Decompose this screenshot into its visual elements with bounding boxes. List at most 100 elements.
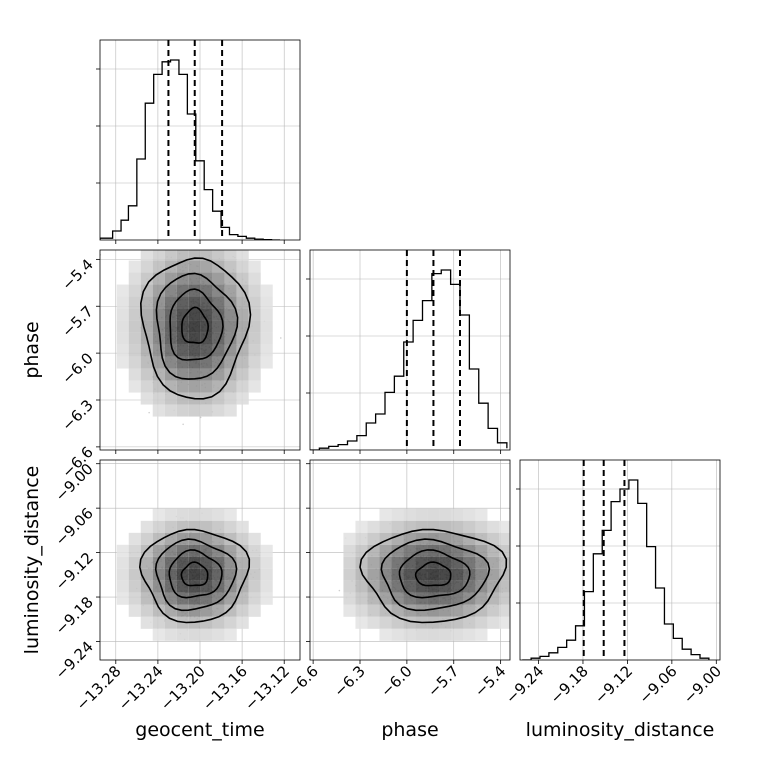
density-cell (128, 308, 141, 321)
density-cell (140, 616, 153, 629)
density-cell (403, 544, 416, 557)
panel-frame-diag-luminosity_distance (519, 459, 721, 661)
density-cell (236, 356, 249, 369)
density-cell (499, 592, 510, 605)
density-cell (391, 544, 404, 557)
density-cell (475, 508, 488, 521)
density-cell (248, 296, 261, 309)
density-cell (260, 296, 273, 309)
density-cell (213, 237, 225, 249)
density-cell (427, 628, 440, 641)
density-cell (343, 568, 356, 581)
density-cell (451, 520, 464, 533)
panel-frame-diag-geocent_time (99, 39, 301, 241)
density-cell (152, 344, 165, 357)
panel-frame-diag-phase (309, 249, 511, 451)
density-cell (224, 380, 237, 393)
density-cell (152, 508, 165, 521)
x-tick-label: −13.28 (73, 662, 125, 714)
panels-layer: −9.24 −9.18 −9.12 −9.06 −9.00−6.6−6.3−6.0−5.… (52, 39, 725, 714)
density-cell (451, 604, 464, 617)
density-cell (355, 616, 368, 629)
sample-point (522, 598, 524, 600)
density-cell (224, 392, 237, 405)
density-cell (248, 592, 261, 605)
density-cell (212, 520, 225, 533)
density-cell (212, 308, 225, 321)
density-cell (355, 592, 368, 605)
density-cell (487, 544, 500, 557)
density-cell (200, 320, 213, 333)
density-cell (200, 260, 213, 273)
density-cell (152, 250, 165, 261)
density-cell (367, 544, 380, 557)
density-cell (248, 532, 261, 545)
density-cell (248, 556, 261, 569)
density-cell (260, 344, 273, 357)
density-cell (128, 284, 141, 297)
density-cell (116, 344, 129, 357)
density-cell (427, 568, 440, 581)
density-cell (176, 380, 189, 393)
y-tick-label: −6.3 (58, 396, 96, 434)
density-cell (128, 532, 141, 545)
density-cell (212, 628, 225, 641)
x-tick-label: −9.18 (547, 662, 592, 707)
density-cell (188, 284, 201, 297)
density-cell (188, 532, 201, 545)
density-cell (355, 532, 368, 545)
density-cell (140, 556, 153, 569)
density-cell (200, 520, 213, 533)
density-cell (200, 404, 213, 417)
sample-point (513, 601, 515, 603)
density-cell (248, 284, 261, 297)
density-cell (343, 592, 356, 605)
density-cell (164, 250, 177, 261)
density-cell (188, 508, 201, 521)
density-cell (212, 568, 225, 581)
x-tick-label: −6.3 (330, 662, 368, 700)
density-cell (236, 520, 249, 533)
density-cell (212, 592, 225, 605)
histogram-luminosity_distance (522, 479, 710, 660)
density-cell (511, 569, 523, 581)
density-cell (260, 320, 273, 333)
density-cell (439, 508, 452, 521)
density-cell (427, 520, 440, 533)
density-cell (152, 604, 165, 617)
density-cell (343, 580, 356, 593)
density-cell (140, 368, 153, 381)
density-cell (415, 628, 428, 641)
density-cell (212, 392, 225, 405)
y-tick-label: −6.0 (58, 349, 96, 387)
density-cell (128, 604, 141, 617)
density-cell (116, 568, 129, 581)
density-blocks (116, 508, 273, 641)
density-cell (224, 628, 237, 641)
x-tick-label: −9.06 (635, 662, 680, 707)
contour-level (380, 538, 491, 612)
density-cell (499, 580, 510, 593)
density-cell (176, 320, 189, 333)
density-cell (164, 628, 177, 641)
density-cell (403, 616, 416, 629)
density-cell (200, 568, 213, 581)
density-cell (224, 260, 237, 273)
density-cell (200, 344, 213, 357)
density-cell (260, 332, 273, 345)
density-cell (201, 237, 213, 249)
density-cell (140, 356, 153, 369)
density-cell (140, 260, 153, 273)
density-cell (128, 296, 141, 309)
density-cell (176, 250, 189, 261)
contour-level (155, 272, 239, 380)
density-cell (200, 284, 213, 297)
density-cell (116, 284, 129, 297)
density-cell (260, 544, 273, 557)
density-cell (152, 308, 165, 321)
density-cell (391, 508, 404, 521)
x-axis-label-geocent-time: geocent_time (135, 719, 264, 741)
x-tick-label: −9.00 (680, 662, 725, 707)
contour-level (359, 528, 508, 624)
density-cell (248, 544, 261, 557)
